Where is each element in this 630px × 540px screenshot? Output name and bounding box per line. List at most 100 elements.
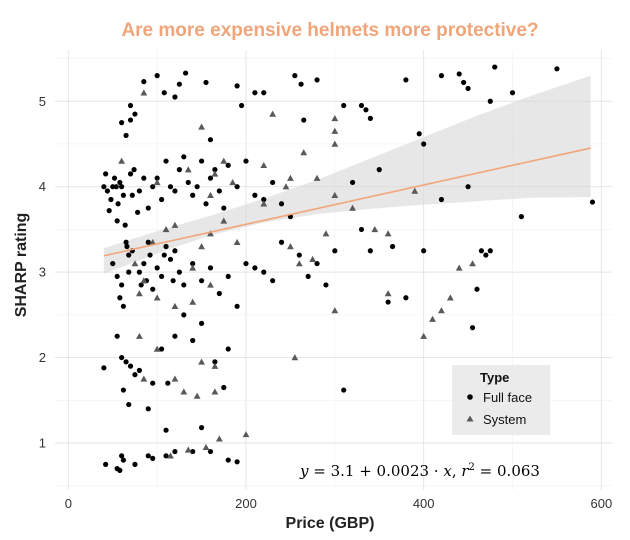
point-full-face [305,273,311,280]
point-full-face [243,158,249,164]
chart-title: Are more expensive helmets more protecti… [121,20,538,41]
point-full-face [110,260,116,267]
point-system [420,332,428,339]
point-system [198,243,205,250]
legend-system-marker [466,415,474,422]
point-full-face [172,188,178,194]
point-full-face [123,132,129,139]
point-full-face [332,248,338,254]
point-full-face [126,252,132,258]
point-system [260,161,268,169]
point-full-face [172,333,178,339]
x-axis-title: Price (GBP) [286,515,375,532]
point-full-face [243,260,249,267]
point-full-face [161,90,167,96]
point-full-face [190,260,196,267]
point-full-face [159,196,165,203]
point-full-face [117,179,123,186]
point-full-face [147,252,153,258]
x-tick-label: 600 [590,496,612,511]
point-full-face [110,184,116,190]
point-system [349,204,356,211]
point-full-face [403,295,409,301]
point-system [322,230,330,237]
points-layer [101,64,596,473]
point-full-face [314,260,320,267]
point-full-face [127,102,134,109]
point-system [171,375,179,382]
point-system [287,243,294,250]
point-system [211,362,219,369]
point-system [384,230,392,237]
point-full-face [216,188,222,194]
point-full-face [385,299,391,305]
point-full-face [314,77,320,83]
point-full-face [163,158,169,164]
point-full-face [117,467,123,473]
point-full-face [163,453,169,459]
point-full-face [376,167,382,173]
point-full-face [198,425,205,431]
point-system [184,446,192,453]
point-full-face [145,406,151,412]
y-tick-label: 5 [39,94,46,109]
point-full-face [298,81,304,87]
point-full-face [461,79,467,86]
eq-r-symbol: r [461,462,469,480]
y-axis-title: SHARP rating [13,213,30,318]
point-full-face [234,83,240,89]
point-system [331,307,339,314]
point-full-face [203,79,209,86]
point-full-face [234,303,240,309]
point-full-face [194,184,200,190]
point-full-face [261,90,267,96]
point-system [189,298,197,305]
point-system [438,307,445,314]
point-full-face [207,448,214,455]
point-full-face [167,256,174,262]
point-full-face [122,222,128,228]
point-full-face [108,196,114,203]
point-system [207,230,214,237]
point-full-face [103,461,109,467]
point-full-face [212,167,218,173]
point-full-face [225,273,231,280]
point-full-face [117,295,123,301]
point-system [229,179,237,186]
point-full-face [367,115,373,121]
point-full-face [120,303,127,309]
point-system [295,260,303,267]
point-system [211,388,219,395]
point-system [162,226,170,233]
point-full-face [123,359,129,365]
point-full-face [163,243,169,250]
point-full-face [123,239,129,245]
point-full-face [438,196,445,203]
point-full-face [113,184,119,190]
fit-line-layer [103,147,591,257]
point-system [215,435,223,442]
point-full-face [161,252,167,258]
point-system [233,238,241,245]
point-full-face [172,248,178,254]
point-full-face [141,175,147,181]
point-system [309,255,317,263]
point-full-face [474,286,480,292]
point-full-face [124,243,130,250]
point-full-face [114,333,120,339]
legend-label-system: System [483,412,526,427]
point-system [135,332,143,339]
point-full-face [104,188,111,194]
point-system [455,264,463,271]
point-full-face [238,102,245,109]
point-full-face [216,290,222,297]
point-system [207,191,214,198]
point-full-face [114,273,120,280]
point-system [331,127,339,134]
point-full-face [150,380,156,386]
point-full-face [154,73,160,79]
point-system [291,354,299,361]
point-full-face [176,81,182,87]
point-system [171,221,179,228]
